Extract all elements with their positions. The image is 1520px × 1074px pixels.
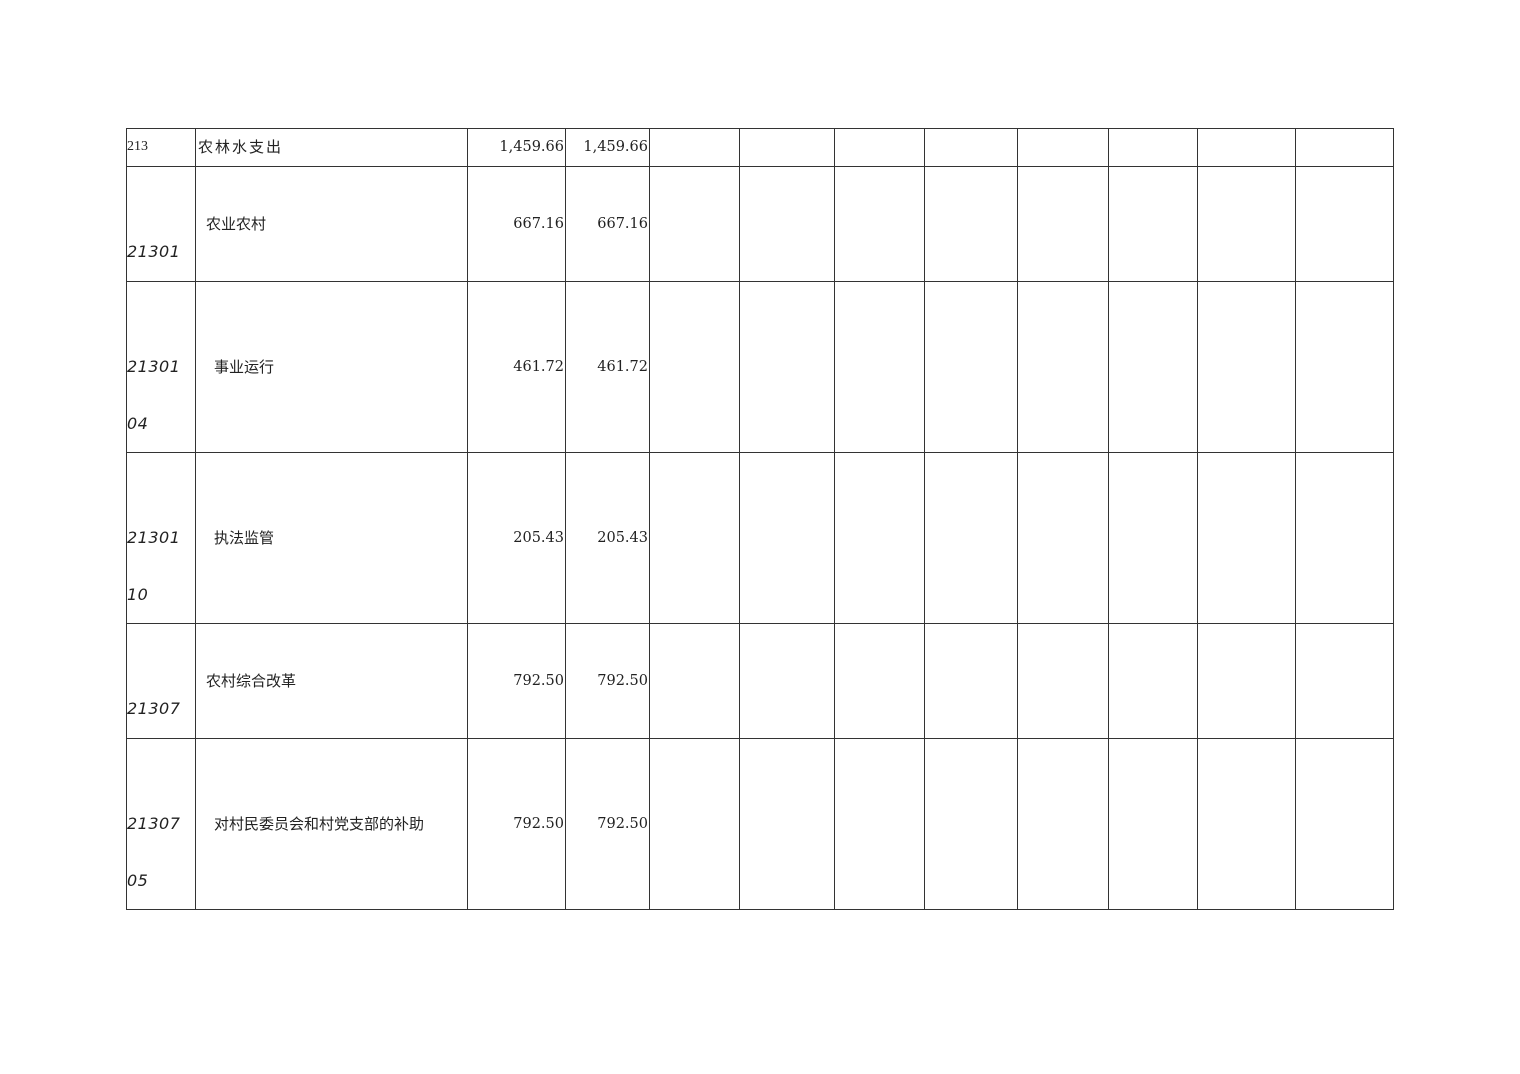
value-cell (834, 738, 925, 910)
item-name: 事业运行 (214, 357, 275, 376)
value-cell: 205.43 (467, 452, 566, 624)
amount-value: 667.16 (597, 215, 648, 232)
value-cell (1017, 128, 1109, 167)
code-text: 213 (127, 139, 148, 154)
value-cell (834, 128, 925, 167)
value-cell (924, 452, 1018, 624)
code-text: 21301 (127, 241, 181, 261)
value-cell (1295, 738, 1394, 910)
item-name: 农业农村 (206, 214, 267, 233)
amount-value: 1,459.66 (583, 139, 648, 155)
code-text: 21301 (127, 356, 181, 376)
value-cell: 1,459.66 (565, 128, 650, 167)
value-cell (1017, 623, 1109, 739)
value-cell (739, 166, 835, 282)
amount-value: 792.50 (597, 815, 648, 832)
value-cell (1017, 738, 1109, 910)
value-cell: 667.16 (565, 166, 650, 282)
name-cell: 执法监管 (195, 452, 468, 624)
code-text: 04 (127, 413, 149, 433)
name-cell: 农村综合改革 (195, 623, 468, 739)
value-cell (1108, 623, 1198, 739)
code-text: 05 (127, 870, 149, 890)
value-cell (649, 623, 740, 739)
value-cell: 461.72 (467, 281, 566, 453)
code-text: 21307 (127, 813, 181, 833)
value-cell: 1,459.66 (467, 128, 566, 167)
value-cell (924, 281, 1018, 453)
value-cell (649, 452, 740, 624)
amount-value: 792.50 (513, 815, 564, 832)
value-cell: 792.50 (565, 738, 650, 910)
code-cell: 21301 10 (126, 452, 196, 624)
value-cell (1017, 452, 1109, 624)
code-cell: 21301 04 (126, 281, 196, 453)
value-cell (1295, 128, 1394, 167)
value-cell (924, 738, 1018, 910)
value-cell (1108, 166, 1198, 282)
name-cell: 农林水支出 (195, 128, 468, 167)
value-cell (924, 623, 1018, 739)
value-cell: 205.43 (565, 452, 650, 624)
value-cell (1108, 452, 1198, 624)
value-cell (1197, 738, 1296, 910)
value-cell (1017, 166, 1109, 282)
amount-value: 461.72 (513, 358, 564, 375)
name-cell: 农业农村 (195, 166, 468, 282)
amount-value: 1,459.66 (499, 139, 564, 155)
value-cell (739, 128, 835, 167)
value-cell (739, 281, 835, 453)
item-name: 对村民委员会和村党支部的补助 (214, 814, 425, 833)
code-cell: 21307 (126, 623, 196, 739)
value-cell (649, 128, 740, 167)
value-cell: 461.72 (565, 281, 650, 453)
code-cell: 213 (126, 128, 196, 167)
value-cell (1295, 452, 1394, 624)
amount-value: 792.50 (513, 672, 564, 689)
amount-value: 461.72 (597, 358, 648, 375)
value-cell (739, 452, 835, 624)
amount-value: 205.43 (597, 529, 648, 546)
value-cell: 792.50 (467, 738, 566, 910)
value-cell (1197, 128, 1296, 167)
value-cell (739, 738, 835, 910)
value-cell (924, 128, 1018, 167)
value-cell (1197, 166, 1296, 282)
value-cell (1295, 166, 1394, 282)
name-cell: 事业运行 (195, 281, 468, 453)
code-text: 10 (127, 584, 149, 604)
item-name: 执法监管 (214, 528, 275, 547)
value-cell (834, 623, 925, 739)
amount-value: 667.16 (513, 215, 564, 232)
name-cell: 对村民委员会和村党支部的补助 (195, 738, 468, 910)
value-cell (834, 281, 925, 453)
value-cell: 667.16 (467, 166, 566, 282)
value-cell (649, 281, 740, 453)
value-cell (924, 166, 1018, 282)
value-cell (1017, 281, 1109, 453)
amount-value: 205.43 (513, 529, 564, 546)
value-cell (1197, 452, 1296, 624)
value-cell (1197, 623, 1296, 739)
value-cell (1197, 281, 1296, 453)
amount-value: 792.50 (597, 672, 648, 689)
code-cell: 21301 (126, 166, 196, 282)
value-cell (834, 166, 925, 282)
value-cell (1108, 128, 1198, 167)
value-cell (1108, 281, 1198, 453)
value-cell (649, 166, 740, 282)
value-cell: 792.50 (565, 623, 650, 739)
value-cell (739, 623, 835, 739)
value-cell (1295, 281, 1394, 453)
value-cell (1295, 623, 1394, 739)
value-cell (834, 452, 925, 624)
code-text: 21301 (127, 527, 181, 547)
value-cell (649, 738, 740, 910)
value-cell: 792.50 (467, 623, 566, 739)
code-text: 21307 (127, 698, 181, 718)
code-cell: 21307 05 (126, 738, 196, 910)
item-name: 农村综合改革 (206, 671, 297, 690)
item-name: 农林水支出 (198, 138, 284, 156)
value-cell (1108, 738, 1198, 910)
